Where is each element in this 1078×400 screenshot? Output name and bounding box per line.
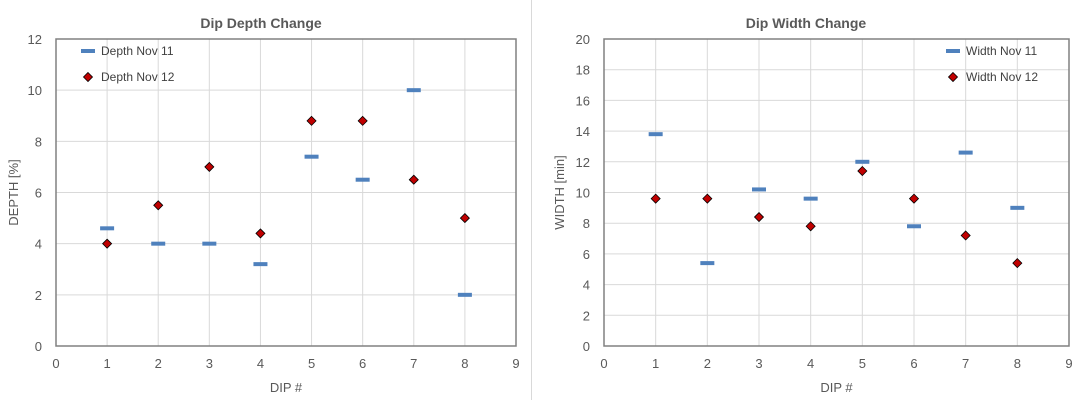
data-point-diamond [408,174,419,185]
legend-label: Width Nov 12 [966,70,1038,84]
legend-label: Depth Nov 12 [101,70,175,84]
x-tick-label: 4 [807,356,814,371]
data-point-diamond [153,200,164,211]
legend-marker [81,49,95,53]
data-point-dash [1010,205,1025,210]
y-tick-label: 18 [576,63,590,78]
data-point-diamond [1012,258,1023,269]
y-tick-label: 14 [576,124,590,139]
data-point-dash [700,261,715,266]
depth-chart-panel: 0 2 4 6 8 10 12 0 1 2 3 4 5 6 7 8 9 Dip Depth Change DIP #… [0,0,531,400]
data-point-dash [406,88,421,93]
y-tick-label: 20 [576,32,590,47]
x-tick-label: 5 [308,356,315,371]
legend-marker [82,71,94,83]
data-point-diamond [908,193,920,204]
x-tick-label: 6 [910,356,917,371]
plot-area-border [55,38,517,347]
y-tick-label: 4 [583,278,590,293]
x-tick-label: 7 [962,356,969,371]
y-axis-label: WIDTH [min] [552,155,567,229]
x-tick-label: 2 [155,356,162,371]
data-point-dash [855,159,870,164]
legend-marker [947,71,959,83]
data-point-diamond [753,211,765,223]
y-tick-label: 8 [583,216,590,231]
y-tick-label: 4 [35,237,42,252]
data-point-dash [100,226,115,231]
data-point-diamond [204,161,215,172]
y-tick-label: 12 [576,155,590,170]
data-point-dash [355,177,370,182]
y-tick-label: 0 [583,339,590,354]
panel-divider [531,0,532,400]
data-point-diamond [857,165,868,177]
x-tick-label: 3 [755,356,762,371]
data-point-diamond [459,213,470,224]
x-tick-label: 1 [652,356,659,371]
x-tick-label: 3 [206,356,213,371]
data-point-dash [202,241,217,246]
x-axis-label: DIP # [820,380,853,395]
x-tick-label: 9 [1065,356,1072,371]
plot-area-border [603,38,1070,347]
x-axis-label: DIP # [270,380,303,395]
legend-marker [946,49,960,53]
x-tick-label: 0 [52,356,59,371]
chart-title: Dip Width Change [746,15,867,31]
data-point-dash [648,132,663,137]
data-point-dash [457,292,472,297]
data-point-dash [958,150,973,155]
data-point-diamond [702,193,713,204]
x-tick-label: 0 [600,356,607,371]
data-point-diamond [805,221,816,232]
x-tick-label: 7 [410,356,417,371]
data-point-dash [752,187,766,192]
y-tick-label: 10 [576,186,590,201]
data-point-diamond [650,193,661,204]
x-tick-label: 9 [512,356,519,371]
data-point-dash [253,262,268,267]
y-tick-label: 16 [576,93,590,108]
y-tick-label: 12 [28,32,42,47]
data-point-dash [304,154,319,159]
x-tick-label: 8 [461,356,468,371]
y-tick-label: 0 [35,339,42,354]
y-tick-label: 8 [35,134,42,149]
legend-label: Depth Nov 11 [101,44,174,58]
y-tick-label: 2 [583,308,590,323]
data-point-dash [803,196,818,201]
y-tick-label: 2 [35,288,42,303]
data-point-dash [151,241,166,246]
x-tick-label: 2 [704,356,711,371]
data-point-diamond [102,238,113,249]
x-tick-label: 1 [103,356,110,371]
data-point-diamond [960,230,971,241]
data-point-diamond [306,115,317,126]
y-axis-label: DEPTH [%] [6,159,21,225]
chart-title: Dip Depth Change [200,15,322,31]
x-tick-label: 5 [859,356,866,371]
y-tick-label: 10 [28,83,42,98]
x-tick-label: 6 [359,356,366,371]
data-point-diamond [255,228,266,239]
x-tick-label: 4 [257,356,264,371]
data-point-diamond [357,115,368,126]
y-tick-label: 6 [35,186,42,201]
y-tick-label: 6 [583,247,590,262]
legend-label: Width Nov 11 [966,44,1037,58]
x-tick-label: 8 [1014,356,1021,371]
data-point-dash [907,224,921,229]
width-chart-panel: 0 2 4 6 8 10 12 14 16 18 20 0 1 2 3 4 5 6 7 8 9 Dip Width Cha… [532,0,1078,400]
